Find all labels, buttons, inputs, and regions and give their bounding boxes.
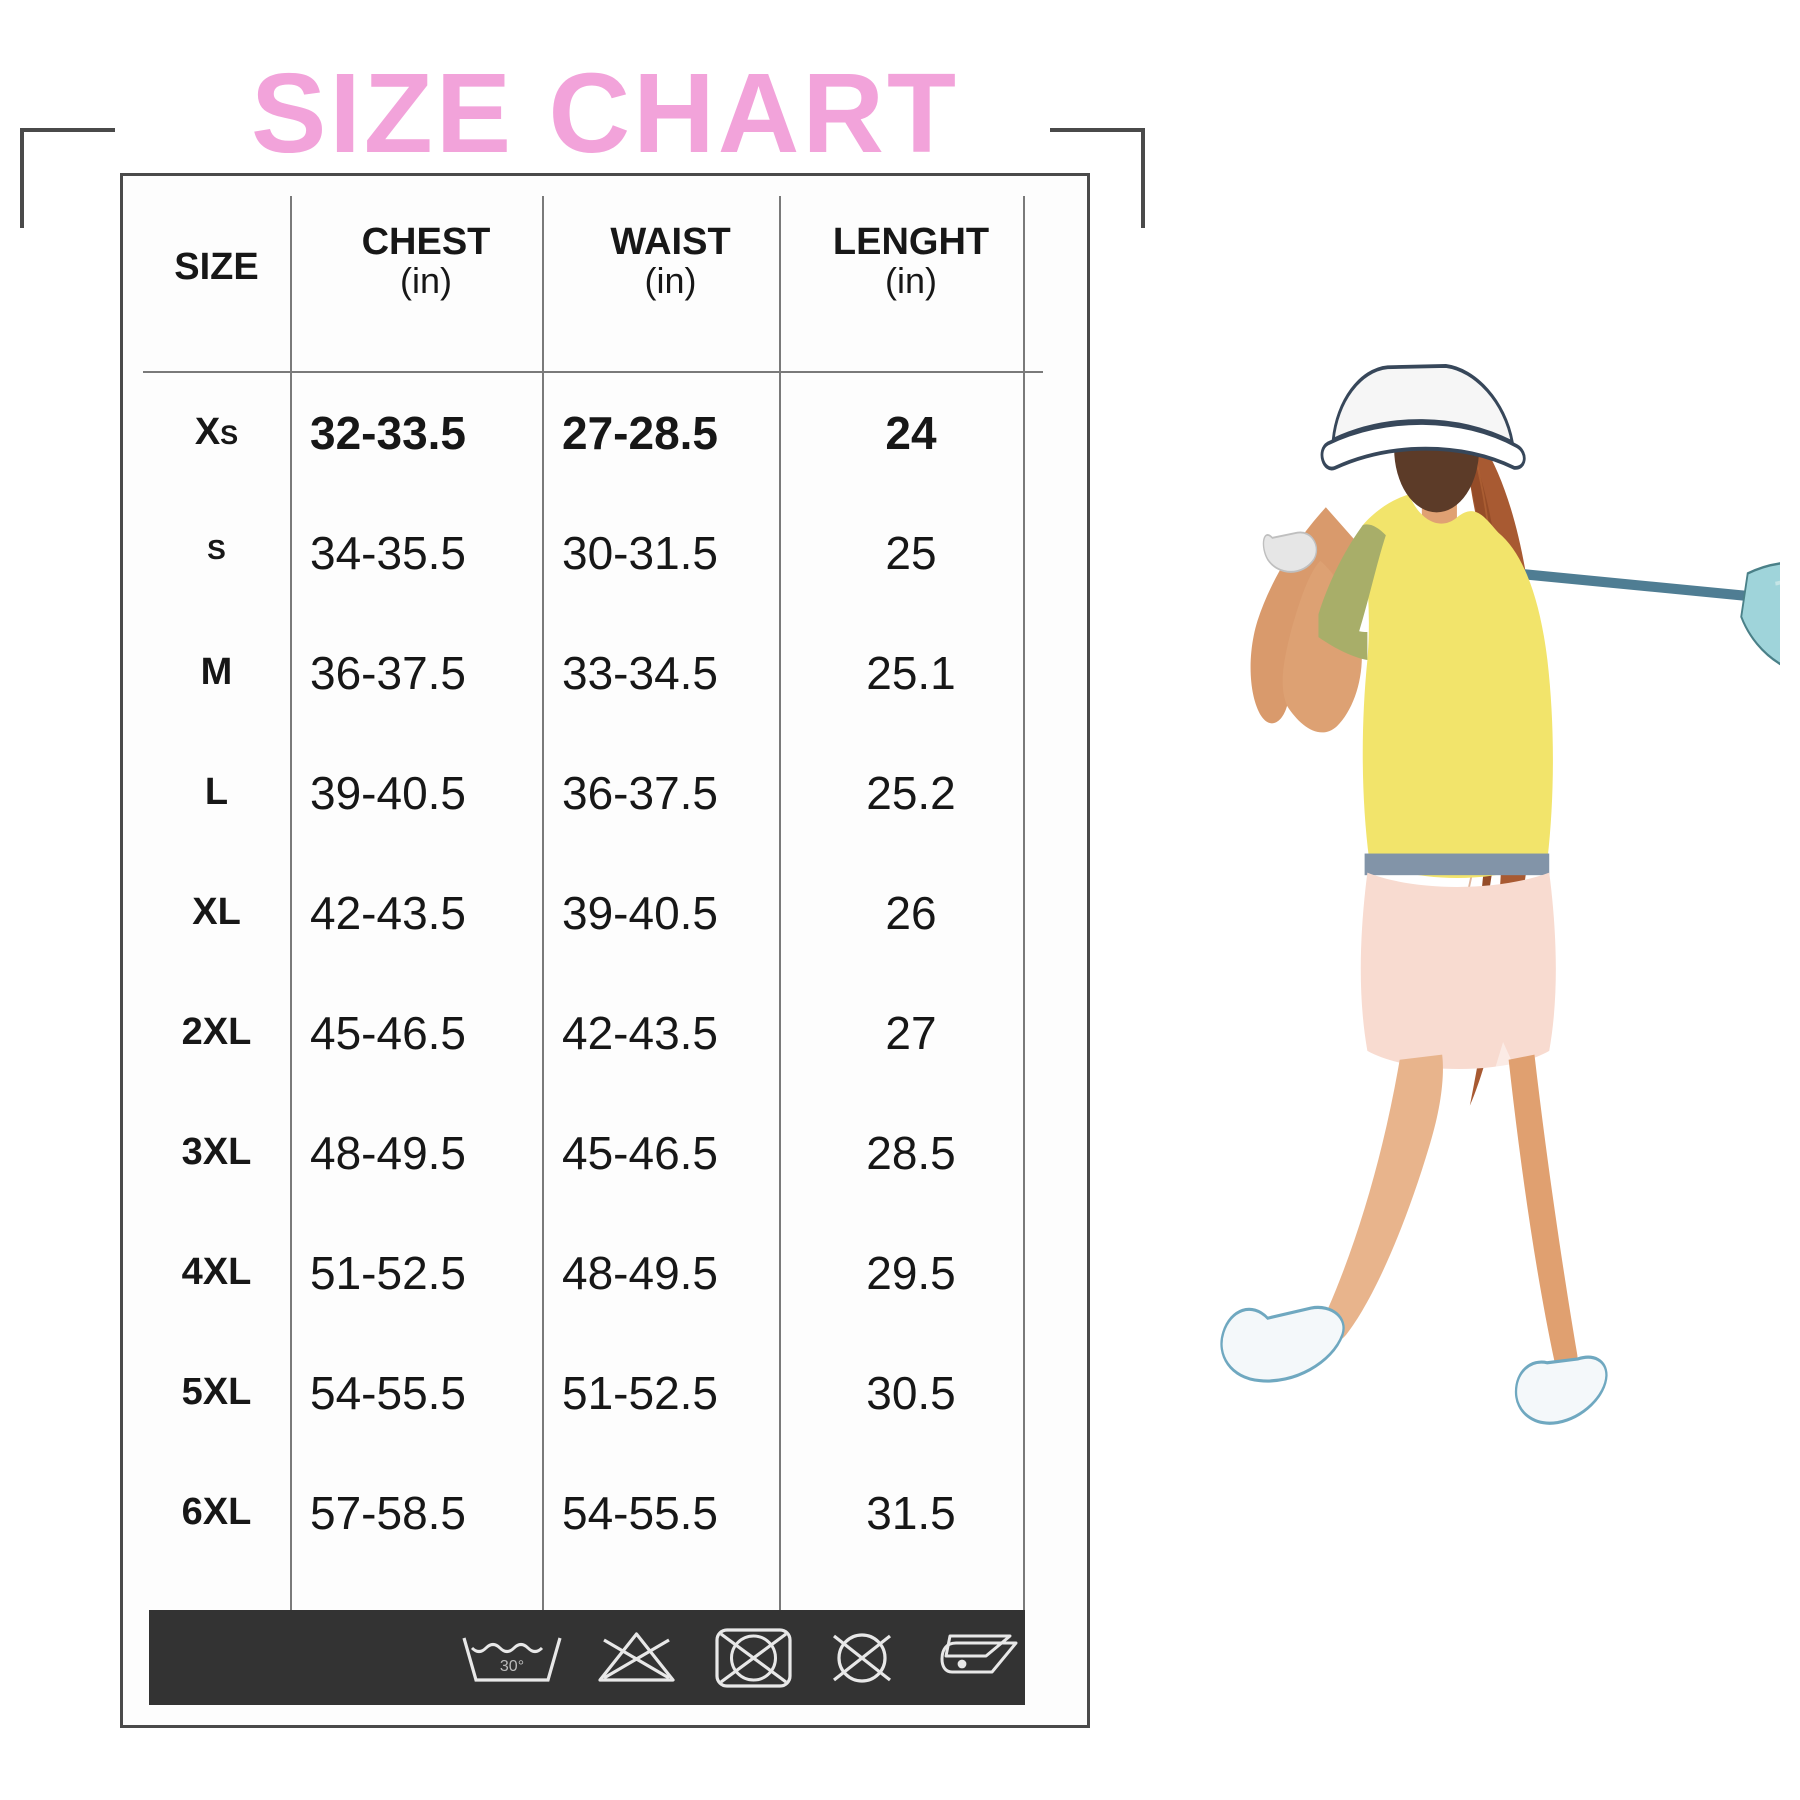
svg-text:30°: 30° [500, 1658, 524, 1675]
